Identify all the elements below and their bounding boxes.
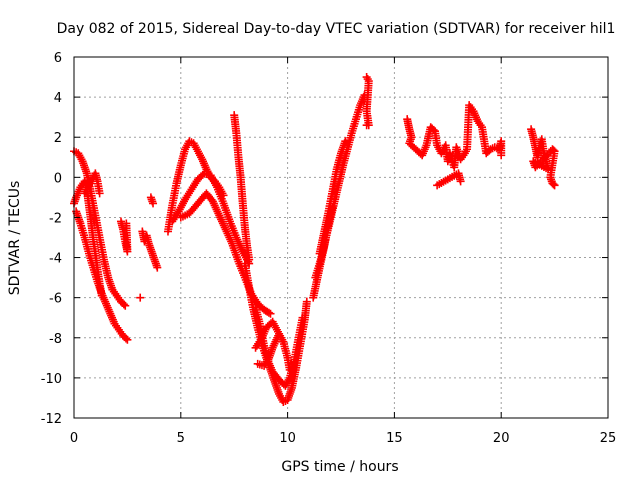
x-tick-label: 20 bbox=[493, 431, 510, 446]
grid-lines bbox=[74, 57, 608, 418]
x-tick-label: 15 bbox=[386, 431, 403, 446]
data-point bbox=[136, 293, 145, 302]
data-series bbox=[527, 125, 559, 190]
x-tick-label: 10 bbox=[279, 431, 296, 446]
x-tick-label: 5 bbox=[177, 431, 185, 446]
data-series bbox=[230, 111, 254, 264]
data-point bbox=[429, 125, 438, 134]
y-tick-label: -10 bbox=[41, 372, 62, 387]
y-tick-label: -4 bbox=[49, 252, 62, 267]
data-point bbox=[266, 309, 275, 318]
data-point bbox=[275, 329, 284, 338]
data-point bbox=[362, 121, 371, 130]
plot-frame bbox=[73, 56, 609, 419]
data-point bbox=[123, 335, 132, 344]
y-tick-label: 0 bbox=[54, 171, 62, 186]
data-point bbox=[121, 301, 130, 310]
data-point bbox=[497, 151, 506, 160]
data-point bbox=[245, 255, 254, 264]
data-series bbox=[72, 207, 132, 344]
data-series bbox=[168, 169, 254, 268]
data-point bbox=[153, 263, 162, 272]
x-tick-label: 25 bbox=[600, 431, 617, 446]
data-point bbox=[341, 137, 350, 146]
data-series bbox=[251, 303, 307, 390]
data-series bbox=[116, 217, 132, 256]
data-point bbox=[95, 189, 104, 198]
data-series bbox=[70, 147, 130, 310]
data-point bbox=[264, 308, 273, 317]
data-series bbox=[136, 193, 162, 302]
data-series bbox=[362, 73, 373, 130]
data-series bbox=[315, 137, 350, 258]
data-point bbox=[302, 297, 311, 306]
x-tick-label: 0 bbox=[70, 431, 78, 446]
y-axis-label: SDTVAR / TECUs bbox=[7, 181, 23, 296]
axis-ticks: 0 5 10 15 20 25 -12 -10 -8 -6 -4 -2 0 2 4 6 bbox=[41, 51, 617, 446]
data-series bbox=[311, 203, 337, 282]
data-point bbox=[550, 181, 559, 190]
data-point bbox=[285, 365, 294, 374]
data-series bbox=[80, 169, 104, 198]
y-tick-label: 4 bbox=[54, 91, 62, 106]
data-point bbox=[298, 313, 307, 322]
data-point bbox=[119, 300, 128, 309]
data-point bbox=[549, 180, 558, 189]
y-tick-label: -12 bbox=[41, 412, 62, 427]
data-point bbox=[149, 199, 158, 208]
data-series bbox=[251, 317, 284, 352]
data-point bbox=[122, 219, 131, 228]
data-point bbox=[456, 177, 465, 186]
data-point bbox=[328, 203, 337, 212]
y-tick-label: 2 bbox=[54, 131, 62, 146]
data-series bbox=[403, 101, 506, 190]
data-point bbox=[121, 334, 130, 343]
y-tick-label: -6 bbox=[49, 292, 62, 307]
x-axis-label: GPS time / hours bbox=[281, 459, 398, 475]
y-tick-label: 6 bbox=[54, 51, 62, 66]
data-points bbox=[70, 73, 559, 406]
chart-title: Day 082 of 2015, Sidereal Day-to-day VTE… bbox=[57, 21, 616, 37]
y-tick-label: -2 bbox=[49, 211, 62, 226]
y-tick-label: -8 bbox=[49, 332, 62, 347]
data-series bbox=[253, 329, 294, 374]
